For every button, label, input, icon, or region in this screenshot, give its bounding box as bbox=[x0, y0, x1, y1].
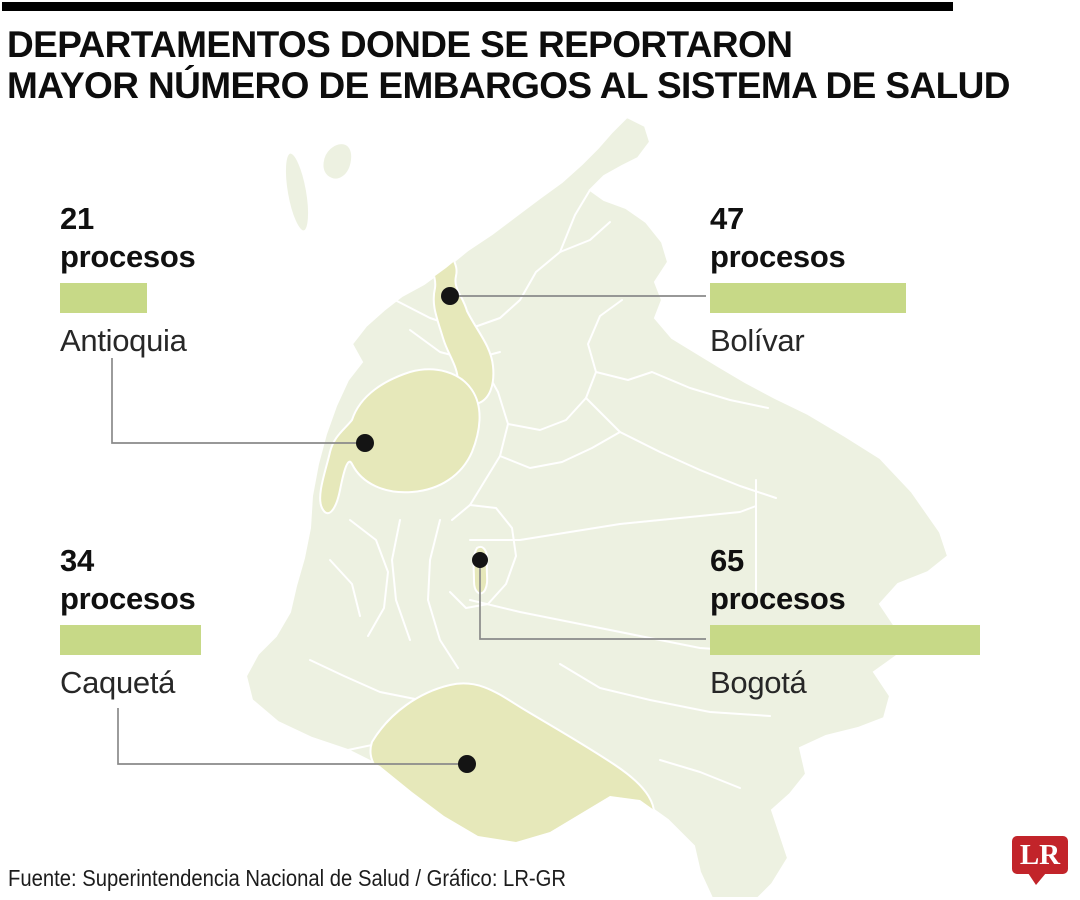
callout-bar-bolivar bbox=[710, 283, 906, 313]
callout-label: Caquetá bbox=[60, 665, 176, 700]
callout-value: 21 bbox=[60, 201, 94, 236]
callout-label: Bogotá bbox=[710, 665, 807, 700]
callout-antioquia: 21 procesos Antioquia bbox=[60, 200, 380, 359]
callout-bogota: 65 procesos Bogotá bbox=[710, 542, 1030, 701]
callout-unit: procesos bbox=[60, 239, 196, 274]
callout-unit: procesos bbox=[710, 239, 846, 274]
page-title: DEPARTAMENTOS DONDE SE REPORTARON MAYOR … bbox=[7, 24, 1010, 106]
lr-logo-text: LR bbox=[1019, 839, 1061, 871]
callout-unit: procesos bbox=[710, 581, 846, 616]
top-rule bbox=[2, 2, 953, 11]
leader-line-antioquia bbox=[111, 358, 365, 444]
map-marker-bogota bbox=[472, 552, 488, 568]
island-east-icon bbox=[321, 142, 354, 181]
leader-line-caqueta bbox=[117, 708, 467, 765]
lr-logo-tail-icon bbox=[1028, 873, 1046, 885]
dept-bolivar-shape bbox=[425, 224, 495, 405]
page-title-line1: DEPARTAMENTOS DONDE SE REPORTARON bbox=[7, 24, 793, 65]
callout-bar-antioquia bbox=[60, 283, 147, 313]
callout-caqueta: 34 procesos Caquetá bbox=[60, 542, 380, 701]
map-marker-antioquia bbox=[356, 434, 374, 452]
island-west-icon bbox=[283, 151, 311, 233]
leader-line-bogota bbox=[479, 565, 706, 640]
map-marker-bolivar bbox=[441, 287, 459, 305]
callout-value: 65 bbox=[710, 543, 744, 578]
source-credit: Fuente: Superintendencia Nacional de Sal… bbox=[8, 865, 567, 891]
dept-antioquia-shape bbox=[319, 368, 481, 515]
callout-value: 34 bbox=[60, 543, 94, 578]
callout-label: Antioquia bbox=[60, 323, 187, 358]
callout-unit: procesos bbox=[60, 581, 196, 616]
map-marker-caqueta bbox=[458, 755, 476, 773]
callout-bolivar: 47 procesos Bolívar bbox=[710, 200, 1030, 359]
lr-logo: LR bbox=[1012, 836, 1068, 874]
callout-label: Bolívar bbox=[710, 323, 805, 358]
callout-bar-bogota bbox=[710, 625, 980, 655]
page-title-line2: MAYOR NÚMERO DE EMBARGOS AL SISTEMA DE S… bbox=[7, 65, 1010, 106]
callout-bar-caqueta bbox=[60, 625, 201, 655]
callout-value: 47 bbox=[710, 201, 744, 236]
